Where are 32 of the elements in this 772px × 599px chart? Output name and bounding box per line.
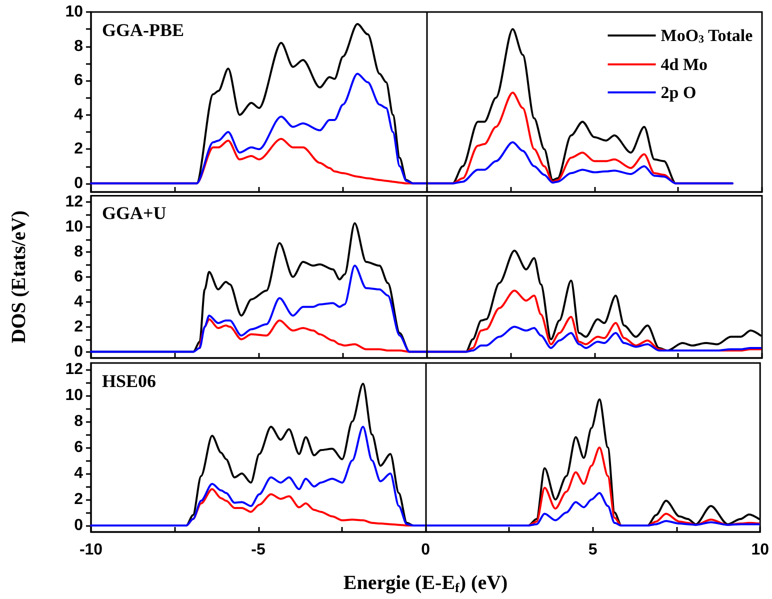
y-tick-label: 2: [74, 491, 84, 508]
y-tick-label: 0: [74, 174, 84, 192]
legend-label: 2p O: [660, 82, 696, 102]
chart-title: HSE06: [102, 371, 156, 391]
chart-title: GGA+U: [102, 203, 166, 223]
y-tick-label: 10: [65, 387, 84, 404]
x-tick-label: 0: [421, 542, 430, 558]
y-tick-label: 8: [74, 413, 84, 430]
y-tick-label: 8: [74, 243, 84, 260]
y-tick-label: 10: [65, 4, 84, 20]
y-tick-label: 8: [74, 38, 84, 55]
x-tick-label: -5: [251, 542, 266, 558]
y-tick-label: 2: [74, 140, 84, 158]
legend-label: 4d Mo: [660, 54, 708, 74]
y-tick-label: 6: [74, 439, 84, 456]
y-tick-label: 4: [74, 465, 84, 482]
legend-label: MoO3 Totale: [660, 26, 754, 46]
y-axis-title: DOS (Etats/eV): [8, 210, 30, 344]
y-tick-label: 12: [65, 194, 84, 210]
y-tick-label: 6: [74, 72, 84, 90]
x-tick-label: 10: [751, 542, 770, 558]
x-tick-label: -10: [79, 542, 103, 558]
chart-title: GGA-PBE: [102, 20, 184, 40]
y-tick-label: 6: [74, 268, 84, 286]
y-tick-label: 4: [74, 106, 84, 124]
y-tick-label: 12: [65, 361, 84, 378]
y-tick-label: 0: [74, 517, 84, 534]
y-tick-label: 0: [74, 343, 84, 360]
x-tick-label: 5: [588, 542, 598, 558]
y-tick-label: 10: [65, 218, 84, 236]
y-tick-label: 2: [74, 318, 84, 336]
y-tick-label: 4: [74, 293, 84, 310]
